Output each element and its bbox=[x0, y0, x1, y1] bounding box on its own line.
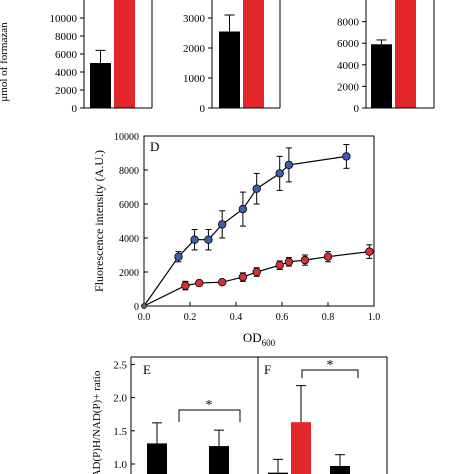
y-tick-label: 8000 bbox=[337, 17, 360, 29]
panel-d: D Fluorescence intensity (A.U.) OD600 0.… bbox=[92, 132, 380, 348]
bar-red bbox=[114, 0, 135, 108]
y-tick-label: 1.5 bbox=[113, 426, 127, 438]
y-tick-label: 0 bbox=[200, 103, 206, 115]
x-tick-label: 0.4 bbox=[230, 312, 243, 323]
bar-black bbox=[371, 44, 392, 108]
y-tick-label: 4000 bbox=[337, 60, 360, 72]
data-point-blue bbox=[238, 204, 248, 214]
y-tick-label: 1.0 bbox=[113, 459, 127, 471]
y-tick-label: 2.0 bbox=[113, 393, 127, 405]
data-point-red bbox=[284, 257, 294, 266]
panel-c: 0 2000 4000 6000 8000 bbox=[337, 0, 435, 115]
panel-b-bars bbox=[219, 0, 264, 108]
panel-f: F * bbox=[257, 356, 388, 474]
data-point-red bbox=[300, 255, 310, 265]
y-tick-label: 2.5 bbox=[113, 359, 127, 371]
panel-f-label: F bbox=[264, 362, 271, 377]
panel-f-bars bbox=[268, 385, 350, 474]
y-tick-label: 6000 bbox=[119, 200, 139, 211]
panel-d-y-axis-label: Fluorescence intensity (A.U.) bbox=[92, 150, 106, 292]
data-point-blue bbox=[252, 184, 261, 193]
y-tick-label: 1000 bbox=[183, 73, 206, 85]
data-point-red bbox=[252, 267, 261, 277]
data-point-blue bbox=[342, 152, 351, 161]
data-point-blue bbox=[190, 235, 199, 244]
x-tick-label: 0.8 bbox=[322, 312, 335, 323]
data-point-red bbox=[181, 281, 190, 290]
y-tick-label: 6000 bbox=[55, 49, 78, 61]
y-tick-label: 6000 bbox=[337, 38, 360, 50]
x-tick-label: 0.2 bbox=[184, 312, 197, 323]
panel-e-significance-star: * bbox=[206, 398, 213, 413]
panel-a: μmol of formazan 0 2000 4000 6000 8000 10000 bbox=[0, 0, 153, 115]
data-point-red bbox=[365, 247, 374, 256]
y-tick-label: 10000 bbox=[114, 132, 139, 143]
y-tick-label: 0 bbox=[72, 103, 78, 115]
data-point-blue bbox=[204, 235, 213, 244]
bar-black bbox=[147, 443, 167, 474]
bar-black bbox=[330, 465, 350, 474]
panel-d-ticks: 0.0 0.2 0.4 0.6 0.8 1.0 0 2000 4000 6000 8000 10000 bbox=[114, 132, 380, 323]
panel-c-y-ticks: 0 2000 4000 6000 8000 bbox=[337, 17, 366, 115]
bar-black bbox=[219, 31, 240, 108]
bar-black bbox=[268, 472, 288, 474]
data-point-blue bbox=[284, 160, 294, 170]
y-tick-label: 3000 bbox=[183, 13, 206, 25]
y-tick-label: 8000 bbox=[119, 166, 139, 177]
bar-black bbox=[209, 446, 229, 474]
panel-e-y-ticks: 1.0 1.5 2.0 2.5 bbox=[113, 359, 135, 471]
bar-red bbox=[395, 0, 416, 108]
bar-black bbox=[90, 63, 111, 108]
data-point-red bbox=[217, 278, 227, 287]
y-tick-label: 2000 bbox=[119, 268, 139, 279]
panel-d-frame bbox=[143, 135, 375, 307]
panel-e-bars bbox=[147, 422, 229, 474]
y-tick-label: 2000 bbox=[183, 43, 206, 55]
y-tick-label: 2000 bbox=[337, 81, 360, 93]
data-point-red bbox=[275, 261, 284, 270]
panel-d-x-axis-label: OD600 bbox=[243, 330, 276, 348]
panel-e: E NAD(P)H/NAD(P)+ ratio 1.0 1.5 2.0 2.5 * bbox=[91, 356, 258, 474]
y-tick-label: 4000 bbox=[55, 67, 78, 79]
panel-d-series bbox=[141, 144, 374, 309]
panel-a-y-ticks: 0 2000 4000 6000 8000 10000 bbox=[50, 13, 84, 115]
data-point-blue bbox=[174, 252, 183, 261]
panel-d-label: D bbox=[150, 139, 159, 154]
bar-red bbox=[291, 422, 311, 474]
panel-f-significance-star: * bbox=[327, 358, 334, 373]
data-point-red bbox=[323, 252, 333, 261]
series-line-blue bbox=[143, 155, 347, 307]
panel-c-bars bbox=[371, 0, 416, 108]
y-tick-label: 4000 bbox=[119, 234, 139, 245]
panel-e-significance-bracket: * bbox=[178, 398, 241, 422]
data-point-red bbox=[194, 278, 204, 288]
y-tick-label: 8000 bbox=[55, 31, 78, 43]
panel-e-y-axis-label: NAD(P)H/NAD(P)+ ratio bbox=[91, 370, 103, 474]
data-point-origin bbox=[141, 303, 147, 309]
x-tick-label: 0.0 bbox=[138, 312, 151, 323]
y-tick-label: 2000 bbox=[55, 85, 78, 97]
panel-e-label: E bbox=[143, 362, 151, 377]
panel-f-significance-bracket: * bbox=[301, 358, 359, 378]
panel-a-bars bbox=[90, 0, 135, 108]
x-tick-label: 1.0 bbox=[368, 312, 381, 323]
panel-b: 0 1000 2000 3000 bbox=[183, 0, 281, 115]
x-tick-label: 0.6 bbox=[276, 312, 289, 323]
bar-red bbox=[243, 0, 264, 108]
data-point-blue bbox=[217, 220, 227, 229]
panel-a-y-axis-label: μmol of formazan bbox=[0, 22, 10, 102]
data-point-red bbox=[238, 272, 248, 282]
y-tick-label: 0 bbox=[354, 103, 360, 115]
y-tick-label: 10000 bbox=[50, 13, 78, 25]
y-tick-label: 0 bbox=[134, 302, 139, 313]
data-point-blue bbox=[275, 169, 284, 178]
panel-b-y-ticks: 0 1000 2000 3000 bbox=[183, 13, 212, 115]
